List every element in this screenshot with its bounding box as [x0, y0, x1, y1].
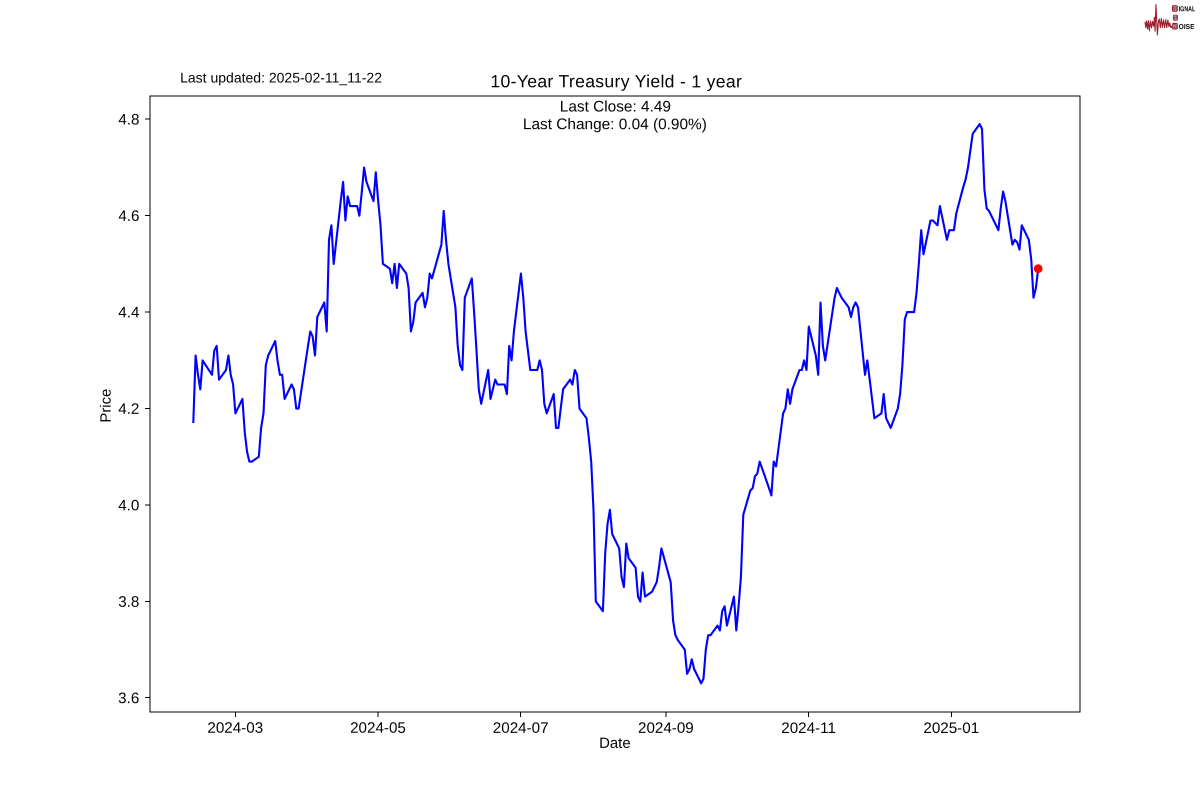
svg-text:Last updated: 2025-02-11_11-22: Last updated: 2025-02-11_11-22: [180, 69, 382, 85]
svg-text:Price: Price: [99, 389, 115, 423]
svg-text:3.6: 3.6: [118, 690, 139, 707]
svg-text:Last Change: 0.04 (0.90%): Last Change: 0.04 (0.90%): [523, 116, 707, 133]
svg-text:2025-01: 2025-01: [923, 720, 979, 737]
svg-text:10-Year Treasury Yield - 1 yea: 10-Year Treasury Yield - 1 year: [490, 71, 742, 91]
svg-text:2024-05: 2024-05: [350, 720, 406, 737]
svg-text:2024-09: 2024-09: [638, 720, 694, 737]
svg-text:2024-03: 2024-03: [207, 720, 263, 737]
svg-text:2024-11: 2024-11: [781, 720, 836, 737]
svg-text:4.8: 4.8: [118, 112, 139, 129]
svg-text:4.2: 4.2: [118, 401, 139, 418]
svg-text:3.8: 3.8: [118, 594, 139, 611]
svg-text:Last Close: 4.49: Last Close: 4.49: [560, 98, 671, 115]
svg-text:4.4: 4.4: [118, 304, 139, 321]
svg-text:Date: Date: [599, 736, 630, 752]
svg-text:2024-07: 2024-07: [493, 720, 549, 737]
svg-text:OISE: OISE: [1179, 22, 1195, 31]
svg-text:N: N: [1173, 23, 1178, 30]
svg-text:4.6: 4.6: [118, 208, 139, 225]
svg-text:4.0: 4.0: [118, 497, 139, 514]
svg-text:2: 2: [1174, 15, 1178, 22]
svg-text:IGNAL: IGNAL: [1179, 4, 1196, 13]
svg-text:S: S: [1173, 6, 1177, 13]
